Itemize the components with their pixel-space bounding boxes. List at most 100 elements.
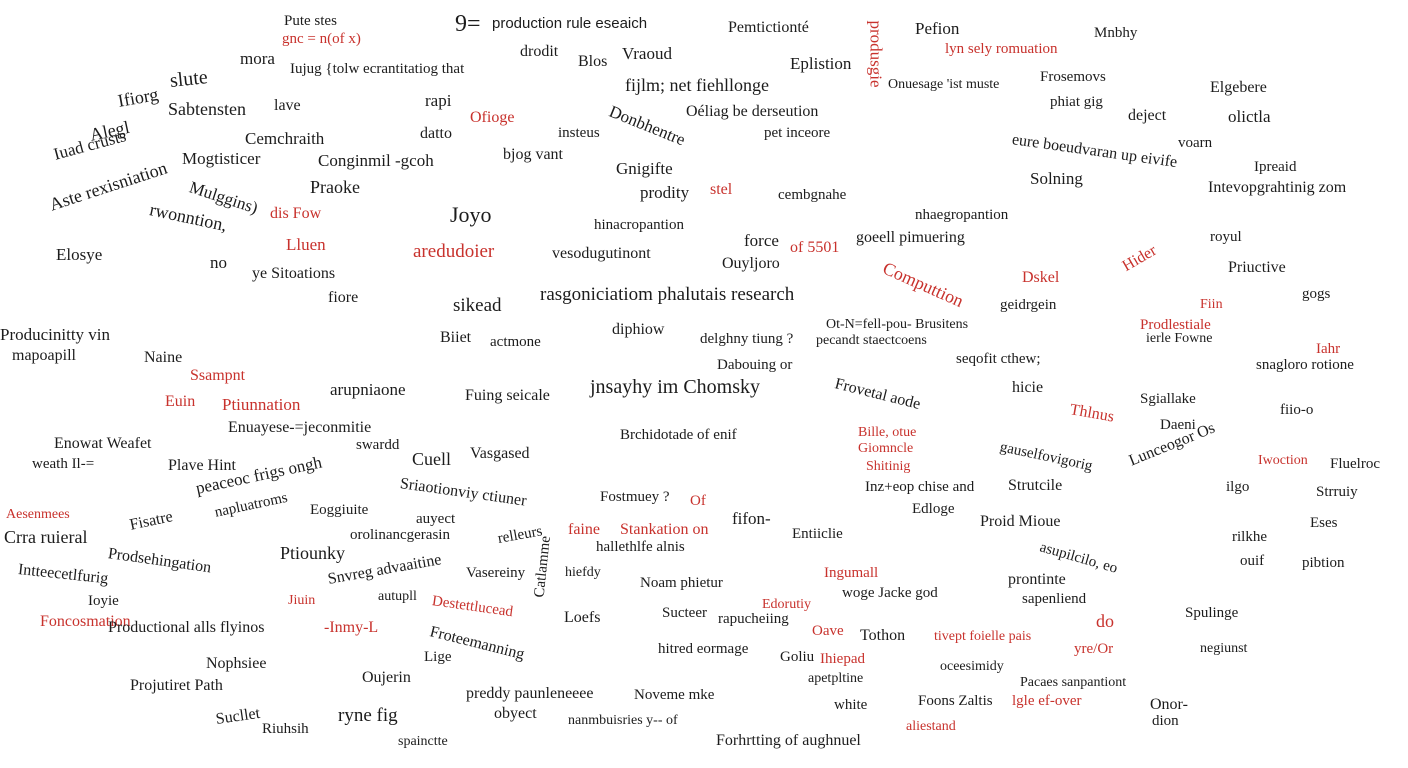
word: Producinitty vin [0,325,111,344]
word: orolinancgerasin [350,527,450,543]
word: delghny tiung ? [700,331,794,347]
word: Strutcile [1008,477,1063,494]
word: Ihiepad [820,651,865,667]
word: slute [168,66,209,92]
word: actmone [490,334,541,350]
word: Onor- [1150,696,1188,713]
word: Joyo [450,202,492,227]
word: Solning [1030,169,1083,188]
word: woge Jacke god [842,585,938,601]
word: Fisatre [128,508,175,534]
word: arupniaone [330,380,406,399]
word: Fuing seicale [465,387,550,404]
word: rapucheiing [718,611,789,627]
word: Strruiy [1316,484,1358,500]
word: hinacropantion [594,217,684,233]
word: no [210,253,227,272]
word: -Inmy-L [324,619,379,636]
word: Catlamme [531,535,554,599]
word: apetpltine [808,671,864,686]
word: ye Sitoations [252,265,336,282]
word: Prodlestiale [1140,317,1211,333]
word: cembgnahe [778,187,847,203]
word: ierle Fowne [1146,331,1213,346]
word: jnsayhy im Chomsky [590,376,761,398]
word: Noveme mke [634,687,715,703]
word: Ifiorg [116,84,160,111]
word: Stankation on [620,521,709,538]
word: spainctte [398,734,448,749]
word: Mogtisticer [182,149,261,168]
word: Pacaes sanpantiont [1020,675,1127,690]
word: auyect [416,511,456,527]
word: dion [1152,713,1179,729]
word: weath Il-= [32,456,95,472]
word: olictla [1228,107,1271,126]
word: hiefdy [565,565,601,580]
word: Sriaotionviy ctiuner [398,475,528,510]
word: phiat gig [1050,94,1103,110]
word: Vasereiny [466,565,526,581]
word: Plave Hint [168,457,236,474]
word: ryne fig [338,705,398,726]
word: Foncosmation [40,613,131,630]
word: Dskel [1022,269,1060,286]
word: Tothon [860,627,906,644]
word: Giomncle [858,441,914,456]
word: obyect [494,705,537,722]
word: dis Fow [270,205,322,222]
word: sikead [453,295,502,316]
word: Edorutiy [762,597,811,612]
word: Destettlucead [430,593,515,621]
word: snagloro rotione [1256,357,1354,373]
word: nanmbuisries y-- of [568,713,678,728]
word: force [744,231,779,250]
word: pibtion [1302,555,1345,571]
word: Crra ruieral [4,527,88,547]
word: gnc = n(of x) [282,31,361,47]
word: Sucllet [214,704,262,728]
word: nhaegropantion [915,207,1009,223]
word: mora [240,49,275,68]
word: Priuctive [1228,259,1286,276]
word: Ioyie [88,593,119,609]
word: Eplistion [790,54,852,73]
word: hallethlfe alnis [596,539,685,555]
word: goeell pimuering [856,229,965,246]
word: mapoapill [12,347,76,364]
word: Sucteer [662,605,707,621]
word: Spulinge [1185,605,1239,621]
word: hicie [1012,379,1044,396]
word: preddy paunleneeee [466,685,594,702]
word: rilkhe [1232,529,1267,545]
word: produsgie [866,20,886,88]
word: Donbhentre [606,101,688,150]
word: gogs [1302,286,1331,302]
word: Intteecetlfurig [17,561,110,588]
word: white [834,697,868,713]
word: rasgoniciatiom phalutais research [540,284,795,305]
word: Dabouing or [717,357,793,373]
word: Ingumall [824,565,879,581]
word: Bille, otue [858,425,917,440]
word: Eoggiuite [310,502,369,518]
word: stel [710,181,733,198]
word: geidrgein [1000,297,1057,313]
word: pecandt staectcoens [816,333,927,348]
word: of 5501 [790,239,840,256]
word: Sabtensten [168,99,246,119]
word: Mnbhy [1094,25,1138,41]
word: negiunst [1200,641,1248,656]
word: Loefs [564,609,601,626]
word: Foons Zaltis [918,693,993,709]
word: Ipreaid [1254,159,1297,175]
word: Cuell [412,449,451,469]
word: Iahr [1316,341,1341,357]
word: Fostmuey ? [600,489,670,505]
word: lave [274,97,301,114]
word: Conginmil -gcoh [318,151,434,170]
word: fifon- [732,509,771,528]
word: Sgiallake [1140,391,1196,407]
word: Aesenmees [6,507,70,522]
